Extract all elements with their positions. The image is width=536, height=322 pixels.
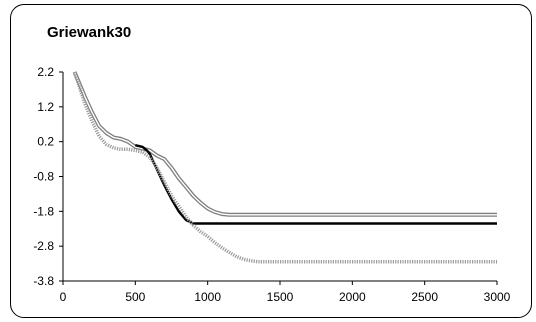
- y-tick-label: -2.8: [33, 239, 54, 253]
- series-line-0: [72, 71, 497, 217]
- y-tick-label: -3.8: [33, 274, 54, 288]
- series-line-2: [72, 71, 497, 264]
- x-tick-label: 1000: [194, 290, 221, 304]
- chart-title: Griewank30: [47, 24, 132, 41]
- x-tick-label: 2500: [411, 290, 438, 304]
- y-tick-label: -0.8: [33, 170, 54, 184]
- x-tick-label: 1500: [267, 290, 294, 304]
- x-tick-label: 500: [125, 290, 145, 304]
- x-tick-label: 2000: [339, 290, 366, 304]
- x-tick-label: 3000: [484, 290, 511, 304]
- y-tick-label: -1.8: [33, 204, 54, 218]
- x-tick-label: 0: [60, 290, 67, 304]
- y-tick-label: 1.2: [37, 100, 54, 114]
- series-line-1: [135, 144, 497, 225]
- y-tick-label: 2.2: [37, 65, 54, 79]
- chart-frame: [10, 4, 532, 318]
- y-tick-label: 0.2: [37, 135, 54, 149]
- series-line-0-inner: [73, 71, 497, 216]
